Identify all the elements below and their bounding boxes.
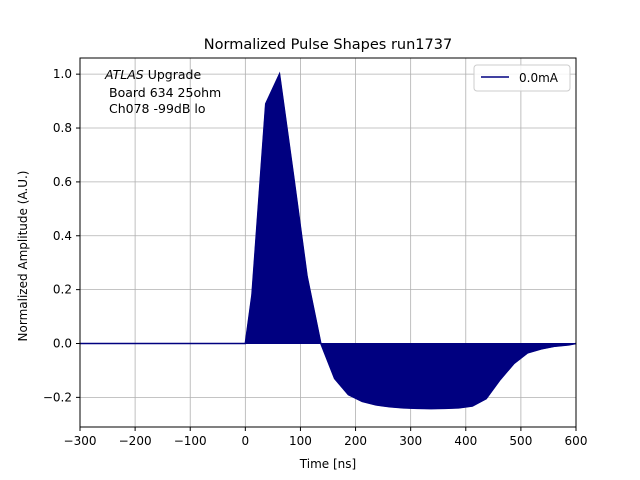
x-tick-label: −300 xyxy=(64,434,97,448)
x-ticks: −300 −200 −100 0 100 200 300 400 500 600 xyxy=(64,427,588,448)
y-tick-label: 0.8 xyxy=(53,121,72,135)
annotation-line-1: ATLAS Upgrade xyxy=(104,67,201,82)
series-line xyxy=(80,71,577,410)
x-tick-label: −200 xyxy=(119,434,152,448)
x-tick-label: 600 xyxy=(565,434,588,448)
plot-annotation: ATLAS Upgrade Board 634 25ohm Ch078 -99d… xyxy=(104,67,221,116)
y-tick-label: 0.6 xyxy=(53,175,72,189)
annotation-upgrade: Upgrade xyxy=(144,67,202,82)
x-tick-label: 300 xyxy=(399,434,422,448)
legend-label: 0.0mA xyxy=(519,71,559,85)
x-tick-label: 0 xyxy=(242,434,250,448)
annotation-line-2: Board 634 25ohm xyxy=(109,85,221,100)
y-tick-label: 0.2 xyxy=(53,283,72,297)
x-tick-label: 500 xyxy=(509,434,532,448)
y-tick-label: 0.0 xyxy=(53,337,72,351)
y-tick-label: 1.0 xyxy=(53,67,72,81)
y-axis-label: Normalized Amplitude (A.U.) xyxy=(16,171,30,342)
x-axis-label: Time [ns] xyxy=(299,457,356,471)
series-area xyxy=(80,71,577,410)
series-fill xyxy=(80,72,577,410)
axes xyxy=(79,57,577,428)
legend-frame xyxy=(473,64,571,92)
y-tick-label: 0.4 xyxy=(53,229,72,243)
y-ticks: −0.2 0.0 0.2 0.4 0.6 0.8 1.0 xyxy=(43,67,80,404)
legend: 0.0mA xyxy=(473,64,571,92)
x-tick-label: 200 xyxy=(344,434,367,448)
x-tick-label: −100 xyxy=(174,434,207,448)
x-tick-label: 400 xyxy=(454,434,477,448)
plot-frame xyxy=(79,57,577,428)
annotation-atlas: ATLAS xyxy=(104,67,144,82)
x-tick-label: 100 xyxy=(289,434,312,448)
chart-title: Normalized Pulse Shapes run1737 xyxy=(204,37,452,53)
y-tick-label: −0.2 xyxy=(43,390,72,404)
annotation-line-3: Ch078 -99dB lo xyxy=(109,101,206,116)
